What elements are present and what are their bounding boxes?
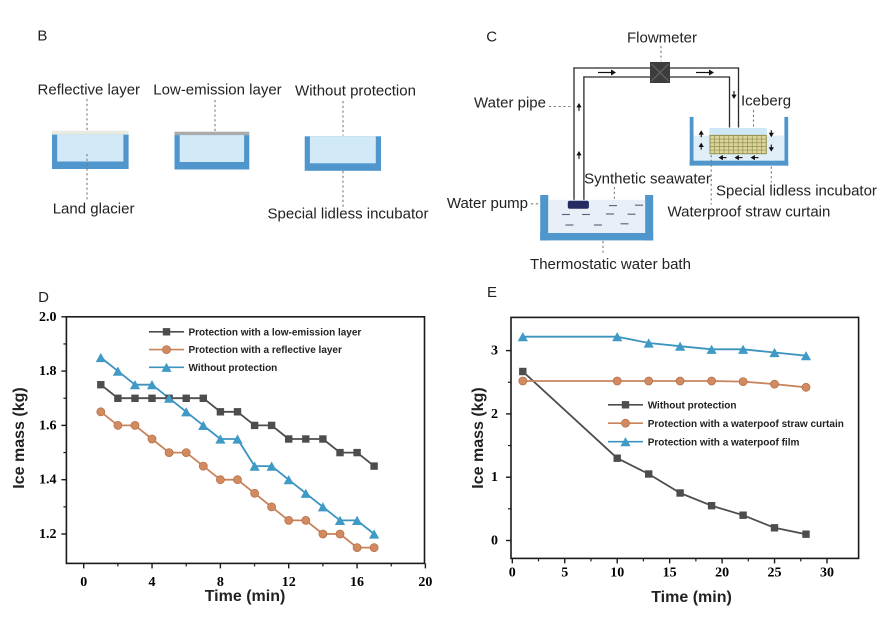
svg-text:Iceberg: Iceberg [741,93,791,110]
svg-text:2: 2 [491,407,498,422]
svg-text:Waterproof straw curtain: Waterproof straw curtain [668,204,831,221]
svg-text:1.2: 1.2 [39,527,57,542]
svg-text:0: 0 [509,566,516,581]
svg-text:4: 4 [149,575,156,590]
svg-text:Protection with a low-emission: Protection with a low-emission layer [189,327,362,338]
svg-text:0: 0 [80,575,87,590]
svg-text:5: 5 [561,566,568,581]
svg-text:C: C [486,29,497,46]
svg-text:Protection with a reflective l: Protection with a reflective layer [189,345,342,356]
svg-text:Time (min): Time (min) [651,589,732,606]
svg-text:2.0: 2.0 [39,310,57,325]
svg-text:Ice mass (kg): Ice mass (kg) [470,387,487,488]
svg-text:D: D [38,289,49,306]
svg-text:20: 20 [715,566,729,581]
svg-text:1.8: 1.8 [39,364,57,379]
svg-text:Low-emission layer: Low-emission layer [153,82,281,99]
svg-text:0: 0 [491,534,498,549]
svg-text:10: 10 [610,566,624,581]
svg-text:20: 20 [418,575,432,590]
svg-text:Thermostatic water bath: Thermostatic water bath [530,256,691,273]
svg-text:Flowmeter: Flowmeter [627,30,697,47]
svg-text:Water pipe: Water pipe [474,95,546,112]
svg-text:Special lidless incubator: Special lidless incubator [716,183,877,200]
svg-text:1.6: 1.6 [39,418,57,433]
svg-text:Without protection: Without protection [648,400,737,411]
svg-text:Without protection: Without protection [295,83,416,100]
svg-text:B: B [37,28,47,45]
svg-text:Protection with a waterpoof st: Protection with a waterpoof straw curtai… [648,419,844,430]
svg-text:1: 1 [491,470,498,485]
svg-text:E: E [487,284,497,301]
svg-text:16: 16 [350,575,364,590]
svg-text:3: 3 [491,344,498,359]
svg-text:Time (min): Time (min) [205,588,286,605]
svg-text:15: 15 [663,566,677,581]
svg-text:Ice mass (kg): Ice mass (kg) [11,387,28,488]
svg-text:12: 12 [282,575,296,590]
svg-text:1.4: 1.4 [39,473,57,488]
svg-text:8: 8 [217,575,224,590]
svg-text:30: 30 [820,566,834,581]
svg-text:Water pump: Water pump [447,195,528,212]
svg-text:Protection with a waterpoof fi: Protection with a waterpoof film [648,437,800,448]
svg-text:Land glacier: Land glacier [53,200,135,217]
svg-text:Without protection: Without protection [189,363,278,374]
svg-text:25: 25 [768,566,782,581]
svg-text:Special lidless incubator: Special lidless incubator [268,205,429,222]
svg-text:Synthetic seawater: Synthetic seawater [584,171,711,188]
svg-text:Reflective layer: Reflective layer [38,82,141,99]
